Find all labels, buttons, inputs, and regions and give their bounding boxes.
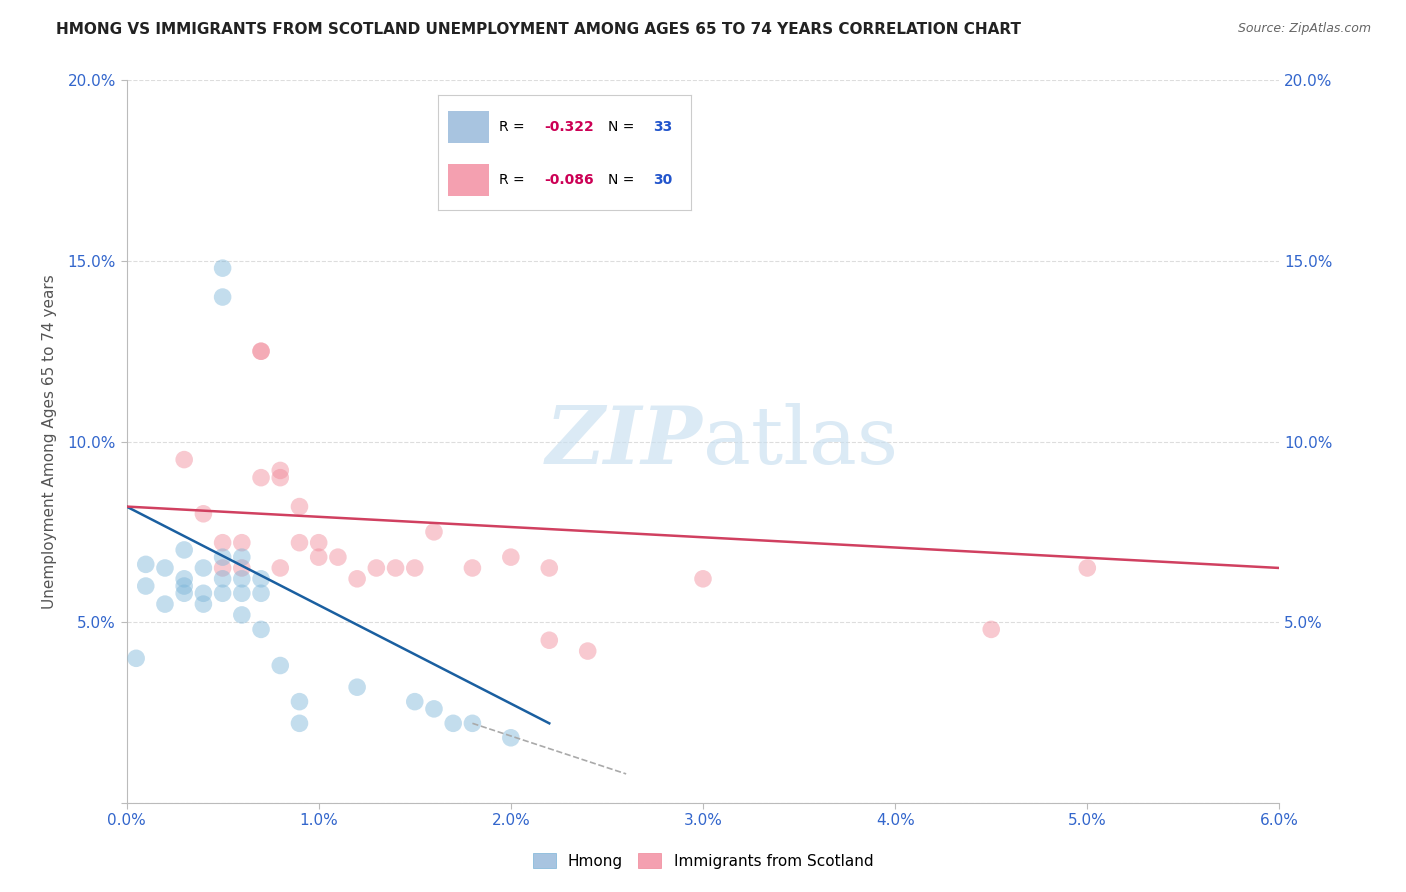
Point — [308, 550, 330, 565]
Point — [346, 572, 368, 586]
Point — [231, 561, 253, 575]
Point — [499, 731, 522, 745]
Point — [288, 535, 311, 549]
Point — [269, 658, 291, 673]
Point — [125, 651, 148, 665]
Point — [288, 716, 311, 731]
Point — [423, 702, 446, 716]
Point — [250, 572, 273, 586]
Text: ZIP: ZIP — [546, 403, 703, 480]
Point — [173, 572, 195, 586]
Point — [250, 344, 273, 359]
Point — [576, 644, 599, 658]
Point — [153, 561, 176, 575]
Point — [384, 561, 406, 575]
Point — [404, 695, 426, 709]
Point — [231, 586, 253, 600]
Point — [193, 507, 215, 521]
Point — [288, 695, 311, 709]
Point — [1076, 561, 1098, 575]
Point — [499, 550, 522, 565]
Point — [193, 561, 215, 575]
Point — [250, 586, 273, 600]
Point — [211, 572, 233, 586]
Point — [538, 561, 561, 575]
Point — [211, 550, 233, 565]
Point — [269, 471, 291, 485]
Point — [173, 579, 195, 593]
Point — [193, 586, 215, 600]
Point — [231, 550, 253, 565]
Text: HMONG VS IMMIGRANTS FROM SCOTLAND UNEMPLOYMENT AMONG AGES 65 TO 74 YEARS CORRELA: HMONG VS IMMIGRANTS FROM SCOTLAND UNEMPL… — [56, 22, 1021, 37]
Point — [250, 471, 273, 485]
Point — [692, 572, 714, 586]
Point — [211, 290, 233, 304]
Point — [173, 542, 195, 557]
Point — [326, 550, 349, 565]
Point — [135, 579, 157, 593]
Point — [135, 558, 157, 572]
Point — [269, 463, 291, 477]
Point — [423, 524, 446, 539]
Point — [211, 561, 233, 575]
Point — [269, 561, 291, 575]
Point — [250, 623, 273, 637]
Point — [211, 261, 233, 276]
Point — [250, 344, 273, 359]
Point — [231, 572, 253, 586]
Point — [980, 623, 1002, 637]
Legend: Hmong, Immigrants from Scotland: Hmong, Immigrants from Scotland — [527, 847, 879, 875]
Point — [308, 535, 330, 549]
Point — [173, 452, 195, 467]
Text: atlas: atlas — [703, 402, 898, 481]
Point — [231, 535, 253, 549]
Point — [461, 716, 484, 731]
Point — [538, 633, 561, 648]
Point — [153, 597, 176, 611]
Point — [231, 607, 253, 622]
Point — [211, 535, 233, 549]
Point — [288, 500, 311, 514]
Point — [211, 586, 233, 600]
Text: Source: ZipAtlas.com: Source: ZipAtlas.com — [1237, 22, 1371, 36]
Point — [173, 586, 195, 600]
Y-axis label: Unemployment Among Ages 65 to 74 years: Unemployment Among Ages 65 to 74 years — [42, 274, 56, 609]
Point — [404, 561, 426, 575]
Point — [441, 716, 464, 731]
Point — [461, 561, 484, 575]
Point — [193, 597, 215, 611]
Point — [346, 680, 368, 694]
Point — [366, 561, 388, 575]
